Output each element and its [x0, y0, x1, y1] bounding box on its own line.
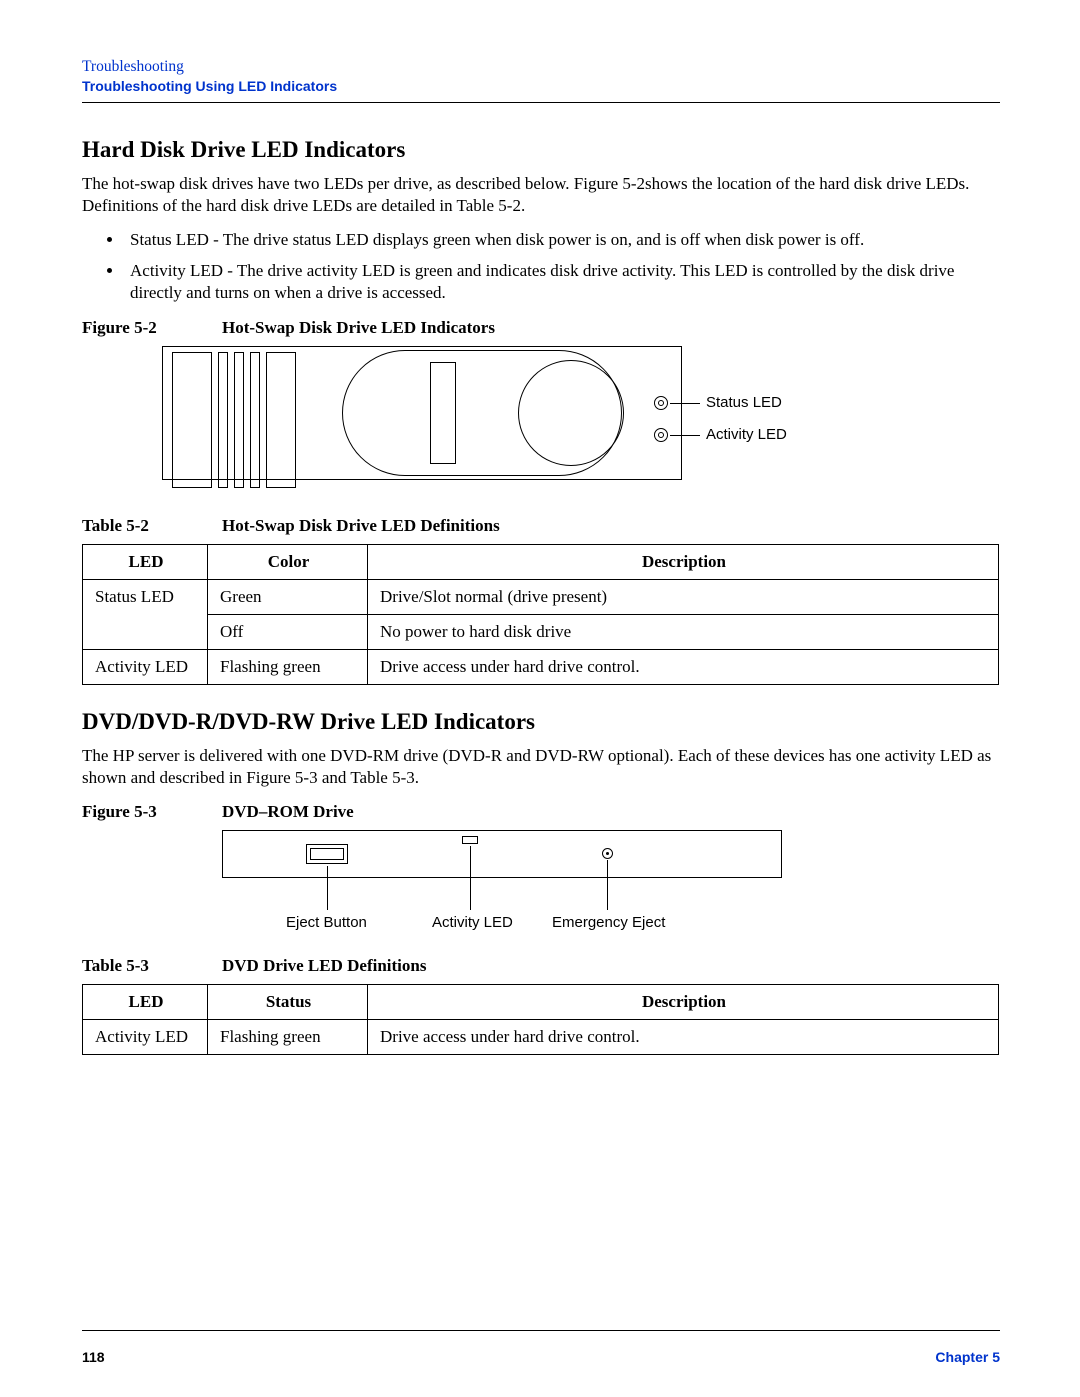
activity-led-label: Activity LED — [432, 914, 513, 931]
table-header-row: LED Status Description — [83, 985, 999, 1020]
figure-5-3-title: DVD–ROM Drive — [222, 802, 354, 822]
activity-led-icon — [654, 428, 668, 442]
table-row: Activity LED Flashing green Drive access… — [83, 649, 999, 684]
table-5-3-label: Table 5-3 — [82, 956, 222, 976]
col-color: Color — [208, 544, 368, 579]
hdd-section-heading: Hard Disk Drive LED Indicators — [82, 137, 1000, 163]
table-5-2-caption: Table 5-2 Hot-Swap Disk Drive LED Defini… — [82, 516, 1000, 536]
figure-5-2-diagram: Status LED Activity LED — [162, 346, 1000, 494]
page-number: 118 — [82, 1349, 105, 1365]
hdd-bullet-list: Status LED - The drive status LED displa… — [82, 229, 1000, 304]
breadcrumb-top: Troubleshooting — [82, 58, 1000, 76]
table-row: Status LED Green Drive/Slot normal (driv… — [83, 579, 999, 614]
cell-desc: Drive/Slot normal (drive present) — [368, 579, 999, 614]
hdd-platter-outline — [518, 360, 624, 466]
callout-line — [607, 860, 608, 910]
page-footer: 118 Chapter 5 — [82, 1349, 1000, 1365]
figure-5-2-title: Hot-Swap Disk Drive LED Indicators — [222, 318, 495, 338]
footer-rule — [82, 1330, 1000, 1331]
dvd-section-heading: DVD/DVD-R/DVD-RW Drive LED Indicators — [82, 709, 1000, 735]
callout-line — [670, 435, 700, 436]
status-led-label: Status LED — [706, 394, 782, 411]
col-description: Description — [368, 544, 999, 579]
emergency-eject-label: Emergency Eject — [552, 914, 665, 931]
cell-desc: Drive access under hard drive control. — [368, 1020, 999, 1055]
figure-5-2-label: Figure 5-2 — [82, 318, 222, 338]
col-led: LED — [83, 544, 208, 579]
cell-color: Green — [208, 579, 368, 614]
hdd-bullet-status: Status LED - The drive status LED displa… — [124, 229, 1000, 251]
cell-status: Flashing green — [208, 1020, 368, 1055]
col-status: Status — [208, 985, 368, 1020]
hdd-vent-slot — [266, 352, 296, 488]
figure-5-3-diagram: Eject Button Activity LED Emergency Ejec… — [222, 830, 1000, 938]
eject-button-label: Eject Button — [286, 914, 367, 931]
hdd-vent-slot — [250, 352, 260, 488]
page: Troubleshooting Troubleshooting Using LE… — [0, 0, 1080, 1397]
table-5-2: LED Color Description Status LED Green D… — [82, 544, 999, 685]
header-rule — [82, 102, 1000, 103]
table-5-3-title: DVD Drive LED Definitions — [222, 956, 426, 976]
hdd-section-para: The hot-swap disk drives have two LEDs p… — [82, 173, 1000, 217]
table-row: Off No power to hard disk drive — [83, 614, 999, 649]
hdd-bullet-activity: Activity LED - The drive activity LED is… — [124, 260, 1000, 304]
dvd-activity-led-icon — [462, 836, 478, 844]
activity-led-label: Activity LED — [706, 426, 787, 443]
hdd-latch — [430, 362, 456, 464]
cell-led: Status LED — [83, 579, 208, 649]
col-description: Description — [368, 985, 999, 1020]
figure-5-3-label: Figure 5-3 — [82, 802, 222, 822]
cell-desc: Drive access under hard drive control. — [368, 649, 999, 684]
cell-led: Activity LED — [83, 649, 208, 684]
table-header-row: LED Color Description — [83, 544, 999, 579]
chapter-label[interactable]: Chapter 5 — [935, 1349, 1000, 1365]
cell-color: Flashing green — [208, 649, 368, 684]
cell-led: Activity LED — [83, 1020, 208, 1055]
hdd-vent-slot — [234, 352, 244, 488]
table-5-2-label: Table 5-2 — [82, 516, 222, 536]
cell-color: Off — [208, 614, 368, 649]
table-5-3-caption: Table 5-3 DVD Drive LED Definitions — [82, 956, 1000, 976]
table-5-3: LED Status Description Activity LED Flas… — [82, 984, 999, 1055]
eject-button-icon — [306, 844, 348, 864]
callout-line — [327, 866, 328, 910]
cell-desc: No power to hard disk drive — [368, 614, 999, 649]
status-led-icon — [654, 396, 668, 410]
table-5-2-title: Hot-Swap Disk Drive LED Definitions — [222, 516, 500, 536]
figure-5-3-caption: Figure 5-3 DVD–ROM Drive — [82, 802, 1000, 822]
callout-line — [470, 846, 471, 910]
hdd-handle-slot — [172, 352, 212, 488]
col-led: LED — [83, 985, 208, 1020]
callout-line — [670, 403, 700, 404]
table-row: Activity LED Flashing green Drive access… — [83, 1020, 999, 1055]
figure-5-2-caption: Figure 5-2 Hot-Swap Disk Drive LED Indic… — [82, 318, 1000, 338]
dvd-section-para: The HP server is delivered with one DVD-… — [82, 745, 1000, 789]
hdd-vent-slot — [218, 352, 228, 488]
breadcrumb-sub: Troubleshooting Using LED Indicators — [82, 78, 1000, 94]
